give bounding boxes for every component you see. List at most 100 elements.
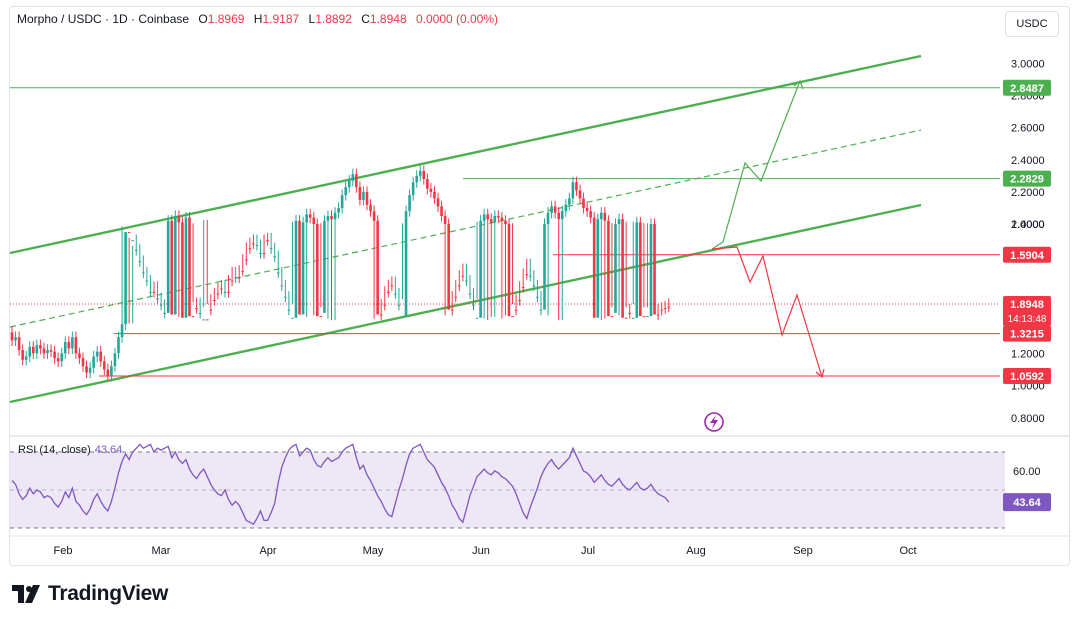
candle-body [617, 219, 621, 224]
candle-body [585, 207, 589, 212]
candle-body [468, 293, 472, 295]
candle-body [383, 304, 387, 306]
tradingview-logo-icon [12, 585, 40, 603]
candle-body [49, 350, 53, 352]
bullish-arrowhead [793, 79, 804, 90]
candle-body [195, 308, 198, 310]
bearish-projection [711, 246, 823, 378]
candle-body [646, 316, 649, 318]
time-tick-label: Feb [54, 545, 73, 557]
candle-body [450, 309, 454, 311]
candle-body [550, 206, 553, 213]
candle-body [220, 288, 223, 290]
candle-body [631, 317, 635, 319]
candle-body [394, 293, 397, 295]
candle-body [24, 356, 28, 360]
time-tick-label: Apr [259, 545, 276, 557]
level-label: 1.3215 [1010, 329, 1044, 341]
candle-body [543, 224, 546, 310]
candle-body [120, 324, 124, 338]
candle-body [660, 309, 663, 311]
candle-body [305, 214, 308, 223]
candle-body [397, 304, 401, 306]
candle-body [663, 308, 667, 310]
candle-body [610, 316, 614, 318]
currency-button[interactable]: USDC [1005, 11, 1059, 37]
level-label: 1.5904 [1010, 250, 1045, 262]
candle-body [316, 224, 319, 317]
rsi-legend-value: 43.64 [94, 444, 123, 456]
candle-body [248, 248, 252, 250]
last-price-label: 1.8948 [1010, 299, 1044, 311]
candle-body [514, 309, 518, 311]
price-tick-label: 2.0000 [1011, 219, 1045, 231]
candle-body [319, 316, 323, 318]
candle-body [205, 319, 209, 321]
candle-body [202, 319, 205, 321]
candle-body [521, 287, 525, 289]
candle-body [433, 191, 436, 199]
symbol-title: Morpho / USDC · 1D · Coinbase [17, 12, 190, 26]
candle-body [276, 272, 280, 274]
candle-body [312, 217, 316, 224]
candle-body [110, 366, 113, 376]
candle-body [28, 346, 32, 357]
candle-body [500, 217, 504, 221]
candle-body [557, 212, 560, 220]
candle-body [262, 253, 266, 255]
candle-body [607, 220, 610, 317]
candle-body [369, 204, 372, 212]
candle-body [340, 195, 344, 208]
candle-body [362, 191, 365, 200]
low-label: L [308, 12, 316, 26]
candle-body [390, 285, 394, 287]
candle-body [142, 272, 145, 274]
rsi-title: RSI (14, close) [18, 444, 91, 456]
candle-body [266, 240, 269, 242]
close-label: C [361, 12, 370, 26]
candle-body [568, 198, 571, 205]
candle-body [17, 337, 21, 351]
candle-body [273, 256, 276, 258]
candle-body [269, 248, 273, 250]
candle-body [404, 211, 408, 317]
candle-body [560, 211, 564, 220]
candle-body [376, 220, 379, 315]
level-badge [1003, 246, 1051, 263]
candle-body [60, 353, 63, 362]
candle-body [308, 214, 312, 218]
candle-body [649, 224, 653, 317]
candle-body [323, 220, 326, 313]
candle-body [56, 358, 60, 362]
candle-body [426, 179, 429, 189]
candle-body [174, 215, 177, 315]
candle-body [529, 275, 532, 277]
candle-body [209, 309, 213, 311]
candle-body [525, 274, 529, 276]
candle-body [46, 350, 49, 354]
candle-body [465, 280, 468, 282]
rsi-tick-label: 60.00 [1013, 466, 1041, 478]
candle-body [578, 190, 582, 199]
brand[interactable]: TradingView [12, 582, 168, 606]
candle-body [507, 224, 511, 317]
candle-body [344, 187, 347, 196]
high-label: H [253, 12, 263, 26]
candle-body [415, 175, 418, 183]
candle-body [358, 187, 362, 200]
candle-body [489, 219, 493, 223]
candle-body [95, 351, 99, 357]
candle-body [245, 259, 248, 261]
candle-body [422, 171, 426, 180]
time-tick-label: May [363, 545, 384, 557]
candle-body [337, 207, 340, 213]
candle-body [447, 224, 450, 310]
candle-body [539, 309, 543, 311]
candle-body [287, 309, 291, 311]
candle-body [280, 285, 284, 287]
change-value: 0.0000 (0.00%) [415, 12, 499, 26]
candle-body [117, 337, 120, 354]
candle-body [255, 245, 259, 247]
time-tick-label: Mar [152, 545, 171, 557]
